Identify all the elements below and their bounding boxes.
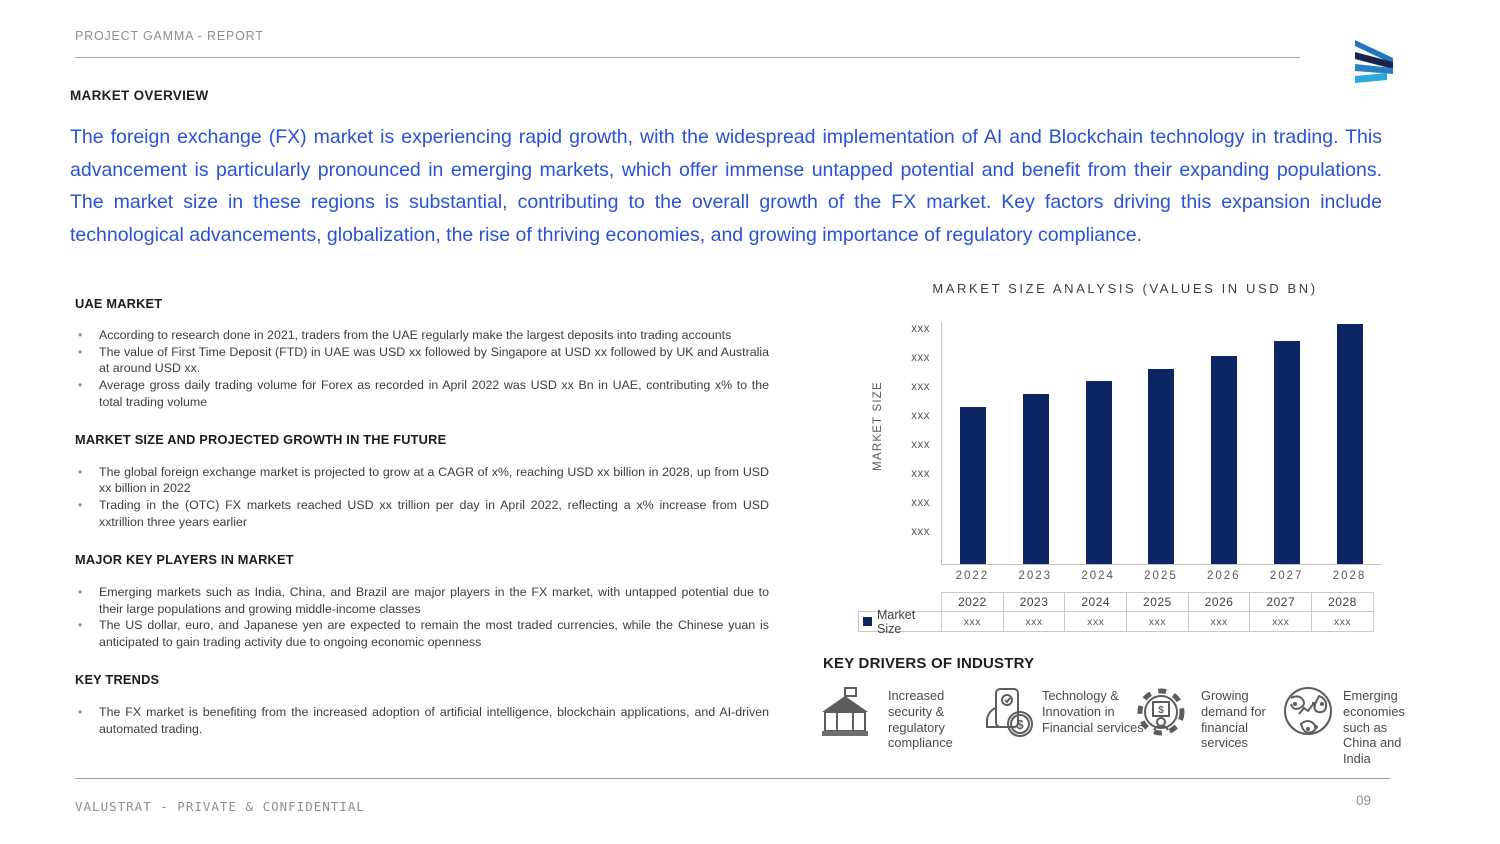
gear-finance-icon: $ (1133, 684, 1189, 745)
table-value-cell: xxx (1064, 611, 1128, 632)
legend-label: Market Size (877, 607, 916, 636)
intro-paragraph: The foreign exchange (FX) market is expe… (70, 126, 1382, 246)
growth-list: The global foreign exchange market is pr… (75, 464, 769, 530)
table-year-header: 2022 (941, 592, 1004, 612)
y-tick-label: xxx (911, 410, 930, 422)
y-tick-label: xxx (911, 439, 930, 451)
x-tick-label: 2027 (1269, 570, 1304, 582)
table-year-header: 2027 (1249, 592, 1313, 612)
market-size-legend-swatch-icon (863, 617, 872, 626)
bar-2023 (1023, 394, 1050, 564)
heading-key-trends: KEY TRENDS (75, 672, 160, 688)
heading-market-size-growth: MARKET SIZE AND PROJECTED GROWTH IN THE … (75, 432, 447, 448)
x-tick-label: 2024 (1081, 570, 1115, 582)
mobile-payment-icon: $ (980, 686, 1036, 745)
bank-pavilion-icon (818, 684, 872, 745)
table-year-header: 2028 (1311, 592, 1374, 612)
bullet-item: The value of First Time Deposit (FTD) in… (75, 344, 769, 377)
bar-2025 (1148, 369, 1175, 564)
breadcrumb: PROJECT GAMMA - REPORT (75, 29, 264, 43)
chart-data-table: 2022 2023 2024 2025 2026 2027 2028 Marke… (858, 592, 1381, 636)
x-tick-label: 2023 (1018, 570, 1053, 582)
bullet-item: The global foreign exchange market is pr… (75, 464, 769, 497)
global-economy-icon (1281, 684, 1335, 743)
chart-title: MARKET SIZE ANALYSIS (VALUES IN USD BN) (932, 281, 1318, 296)
driver-label-security: Increased security & regulatory complian… (888, 688, 953, 751)
y-tick-label: xxx (911, 497, 930, 509)
bullet-item: Average gross daily trading volume for F… (75, 377, 769, 410)
table-value-cell: xxx (1126, 611, 1189, 632)
x-tick-label: 2025 (1144, 570, 1178, 582)
bar-2027 (1273, 341, 1300, 564)
left-column: UAE MARKET According to research done in… (75, 296, 769, 759)
x-tick-label: 2028 (1332, 570, 1367, 582)
heading-uae-market: UAE MARKET (75, 296, 163, 311)
table-value-cell: xxx (941, 611, 1004, 632)
bar-2026 (1211, 356, 1238, 564)
y-tick-label: xxx (911, 352, 930, 364)
chart-x-axis: 2022 2023 2024 2025 2026 2027 2028 (941, 570, 1381, 582)
bar-2024 (1085, 381, 1112, 564)
driver-label-technology: Technology & Innovation in Financial ser… (1042, 688, 1144, 735)
page-number: 09 (1356, 793, 1372, 808)
heading-key-players: MAJOR KEY PLAYERS IN MARKET (75, 552, 294, 568)
legend-market-size: Market Size (858, 608, 942, 636)
table-value-cell: xxx (1002, 611, 1066, 632)
page-title: MARKET OVERVIEW (70, 88, 209, 103)
y-tick-label: xxx (911, 381, 930, 393)
bullet-item: According to research done in 2021, trad… (75, 327, 769, 344)
y-tick-label: xxx (911, 468, 930, 480)
chart-y-axis-label: MARKET SIZE (871, 381, 884, 471)
driver-label-demand: Growing demand for financial services (1201, 688, 1266, 751)
company-logo-icon (1349, 36, 1399, 89)
bullet-item: The US dollar, euro, and Japanese yen ar… (75, 617, 769, 650)
header-divider (75, 57, 1300, 58)
x-tick-label: 2022 (955, 570, 990, 582)
key-drivers-heading: KEY DRIVERS OF INDUSTRY (823, 655, 1035, 672)
uae-market-list: According to research done in 2021, trad… (75, 327, 769, 410)
svg-text:$: $ (1158, 705, 1164, 716)
table-year-header: 2026 (1187, 592, 1251, 612)
bullet-item: Trading in the (OTC) FX markets reached … (75, 497, 769, 530)
driver-label-emerging: Emerging economies such as China and Ind… (1343, 688, 1405, 767)
y-tick-label: xxx (911, 323, 930, 335)
key-players-list: Emerging markets such as India, China, a… (75, 584, 769, 650)
table-year-header: 2024 (1064, 592, 1128, 612)
table-year-header: 2025 (1126, 592, 1189, 612)
table-value-cell: xxx (1311, 611, 1374, 632)
table-value-cell: xxx (1187, 611, 1251, 632)
footer-confidential-text: VALUSTRAT - PRIVATE & CONFIDENTIAL (75, 799, 365, 814)
table-year-header: 2023 (1002, 592, 1066, 612)
key-trends-list: The FX market is benefiting from the inc… (75, 704, 769, 737)
bar-chart-plot-area (941, 322, 1381, 565)
bar-2028 (1336, 324, 1363, 564)
bar-2022 (960, 407, 987, 564)
bullet-item: Emerging markets such as India, China, a… (75, 584, 769, 617)
footer-divider (75, 778, 1390, 779)
table-value-cell: xxx (1249, 611, 1313, 632)
bullet-item: The FX market is benefiting from the inc… (75, 704, 769, 737)
svg-text:$: $ (1016, 717, 1024, 732)
x-tick-label: 2026 (1207, 570, 1241, 582)
y-tick-label: xxx (911, 526, 930, 538)
